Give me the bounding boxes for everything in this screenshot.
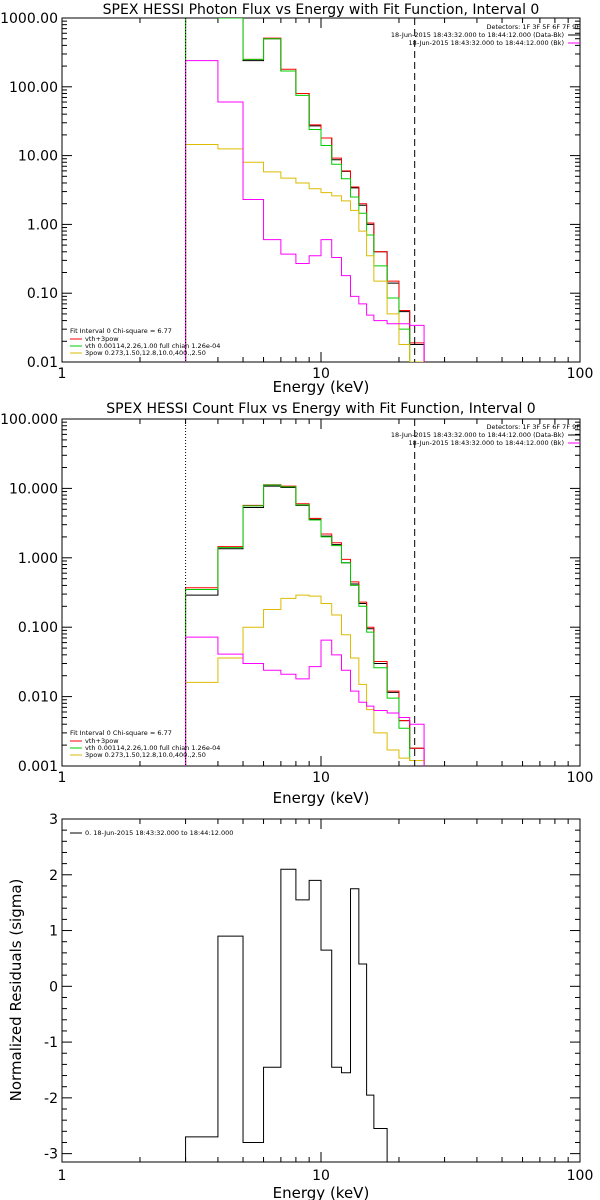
legend-left: 0. 18-Jun-2015 18:43:32.000 to 18:44:12.… bbox=[70, 829, 233, 837]
plot-area: 1 10 100 0.01 0.10 1.00 10.00 100.00 1000.00 bbox=[0, 11, 593, 382]
series-line bbox=[185, 636, 425, 766]
y-tick-label: 1000.00 bbox=[0, 11, 58, 27]
y-tick-label: 10.00 bbox=[18, 149, 58, 165]
legend-right-data-bk: 18-Jun-2015 18:43:32.000 to 18:44:12.000… bbox=[391, 31, 564, 39]
y-tick-label: 0.010 bbox=[18, 690, 58, 706]
y-tick-label: 10.000 bbox=[9, 481, 58, 497]
series-line bbox=[185, 18, 425, 362]
x-tick-label: 10 bbox=[312, 366, 330, 382]
series-group bbox=[185, 868, 410, 1162]
y-tick-label: -2 bbox=[44, 1091, 58, 1107]
legend-left-vth: vth 0.00114,2.26,1.00 full chian 1.26e-0… bbox=[85, 342, 220, 350]
legend-right-detectors: Detectors: 1F 3F 5F 6F 7F 9F bbox=[486, 423, 580, 431]
x-tick-label: 1 bbox=[58, 1168, 67, 1184]
x-axis-label: Energy (keV) bbox=[273, 789, 370, 807]
series-line bbox=[185, 484, 425, 766]
y-tick-label: 100.00 bbox=[9, 80, 58, 96]
count-flux-panel: SPEX HESSI Count Flux vs Energy with Fit… bbox=[0, 401, 593, 807]
x-tick-label: 100 bbox=[567, 1168, 594, 1184]
series-line bbox=[185, 18, 425, 362]
legend-right-detectors: Detectors: 1F 3F 5F 6F 7F 9F bbox=[486, 23, 580, 31]
x-tick-label: 10 bbox=[312, 770, 330, 786]
y-tick-label: -3 bbox=[44, 1147, 58, 1163]
legend-left-vth-3pow: vth+3pow bbox=[85, 737, 119, 745]
panel-title: SPEX HESSI Count Flux vs Energy with Fit… bbox=[106, 401, 535, 417]
y-tick-label: -1 bbox=[44, 1035, 58, 1051]
series-line bbox=[185, 485, 425, 766]
x-tick-label: 1 bbox=[58, 770, 67, 786]
legend-right-data-bk: 18-Jun-2015 18:43:32.000 to 18:44:12.000… bbox=[391, 431, 564, 439]
plot-frame bbox=[61, 418, 581, 767]
y-tick-label: 0 bbox=[49, 979, 58, 995]
y-tick-label: 2 bbox=[49, 868, 58, 884]
legend-left-3pow: 3pow 0.273,1.50,12.8,10.0,400.,2.50 bbox=[85, 751, 206, 759]
x-tick-label: 10 bbox=[312, 1168, 330, 1184]
y-tick-label: 0.100 bbox=[18, 620, 58, 636]
y-tick-label: 0.01 bbox=[27, 355, 58, 371]
x-axis-label: Energy (keV) bbox=[273, 1184, 370, 1200]
x-tick-label: 100 bbox=[567, 366, 594, 382]
series-group bbox=[185, 484, 425, 766]
series-group bbox=[185, 18, 425, 362]
x-tick-label: 100 bbox=[567, 770, 594, 786]
series-line bbox=[185, 18, 425, 362]
legend-left-vth-3pow: vth+3pow bbox=[85, 335, 119, 343]
x-tick-label: 1 bbox=[58, 366, 67, 382]
legend-left-3pow: 3pow 0.273,1.50,12.8,10.0,400.,2.50 bbox=[85, 349, 206, 357]
legend-right-bk: 18-Jun-2015 18:43:32.000 to 18:44:12.000… bbox=[409, 39, 564, 47]
legend-right: Detectors: 1F 3F 5F 6F 7F 9F 18-Jun-2015… bbox=[391, 423, 580, 447]
legend-left-vth: vth 0.00114,2.26,1.00 full chian 1.26e-0… bbox=[85, 744, 220, 752]
legend-left-interval: 0. 18-Jun-2015 18:43:32.000 to 18:44:12.… bbox=[85, 829, 233, 837]
series-line bbox=[185, 868, 410, 1162]
plot-area: 1 10 100 0.001 0.010 0.100 1.000 10.000 100.000 bbox=[0, 412, 593, 786]
y-axis-label: Normalized Residuals (sigma) bbox=[7, 879, 25, 1102]
legend-right-bk: 18-Jun-2015 18:43:32.000 to 18:44:12.000… bbox=[409, 439, 564, 447]
legend-left-chi-square: Fit Interval 0 Chi-square = 6.77 bbox=[70, 327, 172, 335]
x-axis-label: Energy (keV) bbox=[273, 378, 370, 396]
y-tick-label: 0.001 bbox=[18, 759, 58, 775]
legend-left: Fit Interval 0 Chi-square = 6.77 vth+3po… bbox=[70, 327, 220, 357]
plot-frame bbox=[61, 818, 581, 1163]
y-tick-label: 1.00 bbox=[27, 217, 58, 233]
panel-title: SPEX HESSI Photon Flux vs Energy with Fi… bbox=[103, 2, 540, 18]
legend-right: Detectors: 1F 3F 5F 6F 7F 9F 18-Jun-2015… bbox=[391, 23, 580, 47]
photon-flux-panel: SPEX HESSI Photon Flux vs Energy with Fi… bbox=[0, 2, 593, 396]
y-tick-label: 3 bbox=[49, 812, 58, 828]
plot-area: 1 10 100 -3 -2 -1 0 1 2 3 bbox=[44, 812, 593, 1184]
series-line bbox=[185, 144, 425, 362]
y-tick-label: 0.10 bbox=[27, 286, 58, 302]
residuals-panel: 1 10 100 -3 -2 -1 0 1 2 3 Energy (keV) Normalized… bbox=[7, 812, 593, 1200]
y-tick-label: 1 bbox=[49, 924, 58, 940]
legend-left: Fit Interval 0 Chi-square = 6.77 vth+3po… bbox=[70, 729, 220, 759]
series-line bbox=[185, 60, 425, 362]
y-tick-label: 100.000 bbox=[0, 412, 58, 428]
series-line bbox=[185, 594, 425, 766]
series-line bbox=[185, 484, 425, 766]
y-tick-label: 1.000 bbox=[18, 551, 58, 567]
legend-left-chi-square: Fit Interval 0 Chi-square = 6.77 bbox=[70, 729, 172, 737]
